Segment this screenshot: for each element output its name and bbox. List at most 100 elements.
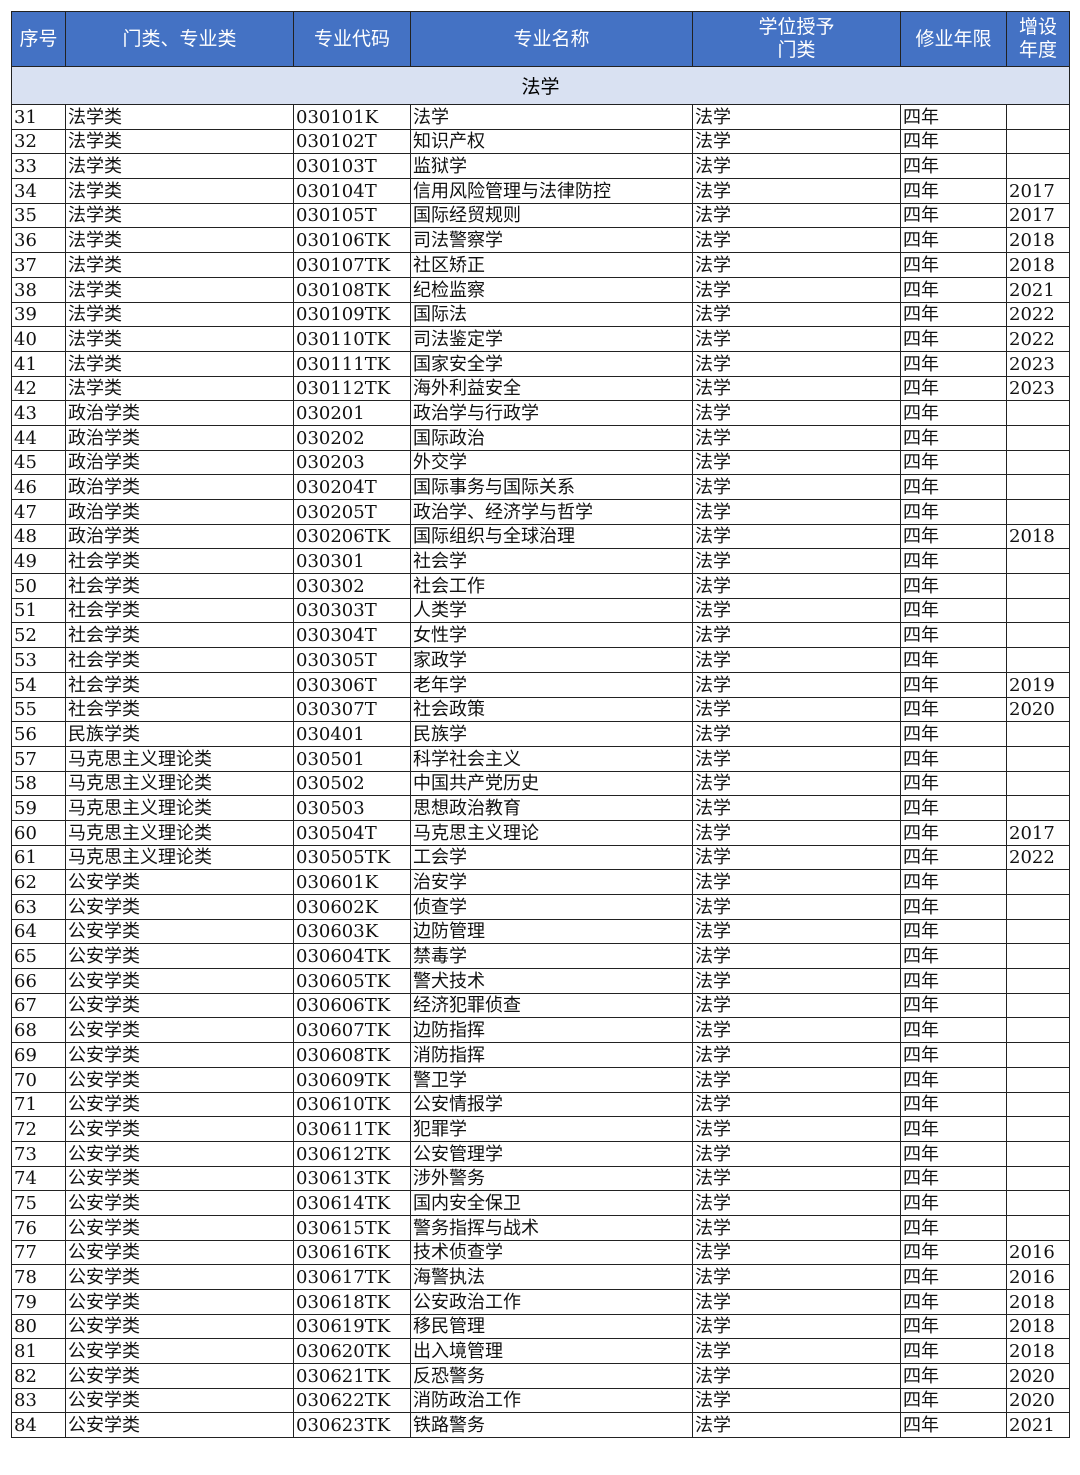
- cell-code: 030505TK: [293, 844, 411, 871]
- cell-category: 政治学类: [65, 523, 294, 550]
- cell-code: 030602K: [293, 894, 411, 920]
- cell-degree: 法学: [692, 745, 901, 772]
- cell-code: 030307T: [293, 696, 411, 723]
- cell-index: 72: [11, 1116, 66, 1142]
- cell-year-added: [1006, 943, 1070, 970]
- cell-category: 政治学类: [65, 424, 294, 451]
- table-row: 32 法学类 030102T 知识产权 法学 四年: [11, 128, 1070, 155]
- cell-duration: 四年: [900, 326, 1007, 352]
- cell-code: 030203: [293, 449, 411, 476]
- cell-degree: 法学: [692, 227, 901, 254]
- cell-year-added: [1006, 1017, 1070, 1044]
- cell-index: 63: [11, 894, 66, 920]
- cell-category: 公安学类: [65, 1338, 294, 1365]
- cell-category: 公安学类: [65, 992, 294, 1019]
- header-year-added: 增设年度: [1006, 11, 1070, 67]
- cell-category: 社会学类: [65, 548, 294, 575]
- cell-major-name: 司法警察学: [410, 227, 693, 254]
- table-row: 64 公安学类 030603K 边防管理 法学 四年: [11, 918, 1070, 945]
- cell-year-added: [1006, 647, 1070, 673]
- cell-year-added: [1006, 573, 1070, 599]
- cell-code: 030502: [293, 770, 411, 797]
- cell-major-name: 移民管理: [410, 1313, 693, 1340]
- cell-category: 公安学类: [65, 894, 294, 920]
- cell-index: 37: [11, 252, 66, 278]
- cell-category: 政治学类: [65, 449, 294, 476]
- table-row: 78 公安学类 030617TK 海警执法 法学 四年 2016: [11, 1264, 1070, 1290]
- cell-category: 公安学类: [65, 1165, 294, 1192]
- cell-year-added: [1006, 622, 1070, 649]
- cell-year-added: 2018: [1006, 252, 1070, 278]
- cell-category: 公安学类: [65, 1412, 294, 1439]
- cell-category: 法学类: [65, 227, 294, 254]
- cell-year-added: 2016: [1006, 1239, 1070, 1266]
- cell-index: 33: [11, 153, 66, 180]
- cell-category: 公安学类: [65, 1289, 294, 1315]
- cell-duration: 四年: [900, 227, 1007, 254]
- table-row: 79 公安学类 030618TK 公安政治工作 法学 四年 2018: [11, 1289, 1070, 1315]
- cell-duration: 四年: [900, 622, 1007, 649]
- cell-duration: 四年: [900, 1239, 1007, 1266]
- cell-code: 030101K: [293, 104, 411, 130]
- cell-duration: 四年: [900, 400, 1007, 426]
- table-row: 68 公安学类 030607TK 边防指挥 法学 四年: [11, 1017, 1070, 1044]
- table-row: 75 公安学类 030614TK 国内安全保卫 法学 四年: [11, 1190, 1070, 1216]
- table-row: 76 公安学类 030615TK 警务指挥与战术 法学 四年: [11, 1214, 1070, 1241]
- cell-index: 48: [11, 523, 66, 550]
- cell-code: 030613TK: [293, 1165, 411, 1192]
- cell-year-added: 2018: [1006, 227, 1070, 254]
- table-row: 35 法学类 030105T 国际经贸规则 法学 四年 2017: [11, 202, 1070, 229]
- cell-category: 法学类: [65, 252, 294, 278]
- cell-category: 社会学类: [65, 696, 294, 723]
- cell-duration: 四年: [900, 745, 1007, 772]
- cell-code: 030112TK: [293, 375, 411, 402]
- cell-category: 公安学类: [65, 1066, 294, 1093]
- cell-category: 政治学类: [65, 499, 294, 525]
- cell-degree: 法学: [692, 943, 901, 970]
- table-row: 48 政治学类 030206TK 国际组织与全球治理 法学 四年 2018: [11, 523, 1070, 550]
- cell-degree: 法学: [692, 1091, 901, 1118]
- cell-duration: 四年: [900, 918, 1007, 945]
- cell-index: 35: [11, 202, 66, 229]
- cell-major-name: 家政学: [410, 647, 693, 673]
- cell-category: 法学类: [65, 128, 294, 155]
- cell-category: 民族学类: [65, 721, 294, 747]
- cell-year-added: [1006, 1140, 1070, 1167]
- cell-index: 58: [11, 770, 66, 797]
- cell-code: 030206TK: [293, 523, 411, 550]
- cell-duration: 四年: [900, 795, 1007, 821]
- table-row: 51 社会学类 030303T 人类学 法学 四年: [11, 597, 1070, 624]
- table-row: 40 法学类 030110TK 司法鉴定学 法学 四年 2022: [11, 326, 1070, 352]
- cell-duration: 四年: [900, 1066, 1007, 1093]
- cell-degree: 法学: [692, 918, 901, 945]
- cell-duration: 四年: [900, 523, 1007, 550]
- cell-degree: 法学: [692, 1387, 901, 1414]
- cell-duration: 四年: [900, 1140, 1007, 1167]
- cell-year-added: [1006, 1091, 1070, 1118]
- cell-duration: 四年: [900, 1017, 1007, 1044]
- cell-major-name: 国际法: [410, 301, 693, 328]
- cell-category: 社会学类: [65, 573, 294, 599]
- cell-category: 公安学类: [65, 1363, 294, 1389]
- cell-major-name: 出入境管理: [410, 1338, 693, 1365]
- cell-degree: 法学: [692, 1214, 901, 1241]
- cell-duration: 四年: [900, 721, 1007, 747]
- cell-code: 030204T: [293, 474, 411, 500]
- cell-degree: 法学: [692, 597, 901, 624]
- cell-major-name: 知识产权: [410, 128, 693, 155]
- majors-table: 序号 门类、专业类 专业代码 专业名称 学位授予门类 修业年限 增设年度 法学 …: [11, 11, 1070, 1439]
- header-degree: 学位授予门类: [692, 11, 901, 67]
- cell-index: 73: [11, 1140, 66, 1167]
- cell-degree: 法学: [692, 968, 901, 994]
- cell-code: 030202: [293, 424, 411, 451]
- cell-major-name: 思想政治教育: [410, 795, 693, 821]
- cell-duration: 四年: [900, 819, 1007, 846]
- cell-code: 030601K: [293, 869, 411, 895]
- cell-category: 公安学类: [65, 1116, 294, 1142]
- cell-index: 41: [11, 350, 66, 377]
- cell-major-name: 海警执法: [410, 1264, 693, 1290]
- header-duration: 修业年限: [900, 11, 1007, 67]
- cell-code: 030608TK: [293, 1042, 411, 1068]
- cell-duration: 四年: [900, 671, 1007, 698]
- table-row: 67 公安学类 030606TK 经济犯罪侦查 法学 四年: [11, 992, 1070, 1019]
